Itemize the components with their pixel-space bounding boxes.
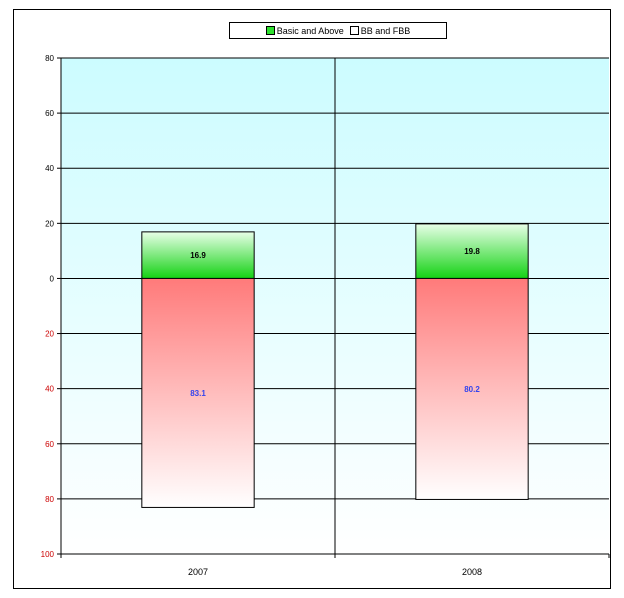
legend-label-bb-and-fbb: BB and FBB	[360, 25, 411, 36]
y-tick-label: 20	[45, 330, 54, 339]
bar-basic-and-above	[415, 223, 529, 279]
data-label: 83.1	[190, 389, 206, 398]
x-tick-label: 2008	[462, 567, 482, 577]
y-tick-label: 80	[45, 495, 54, 504]
legend-label-basic-and-above: Basic and Above	[276, 25, 344, 36]
y-tick-label: 0	[50, 274, 55, 283]
y-tick-label: 80	[45, 54, 54, 63]
y-tick-label: 60	[45, 440, 54, 449]
y-tick-label: 60	[45, 109, 54, 118]
bar-bb-and-fbb	[415, 277, 529, 500]
data-label: 19.8	[464, 247, 480, 256]
legend-swatch-bb-and-fbb	[349, 26, 359, 35]
legend-item-bb-and-fbb: BB and FBB	[349, 25, 411, 36]
legend-swatch-basic-and-above	[265, 26, 275, 35]
x-tick-label: 2007	[188, 567, 208, 577]
y-tick-label: 40	[45, 385, 54, 394]
legend-item-basic-and-above: Basic and Above	[265, 25, 344, 36]
legend: Basic and Above BB and FBB	[229, 22, 447, 39]
data-label: 16.9	[190, 251, 206, 260]
bar-basic-and-above	[141, 231, 255, 279]
data-label: 80.2	[464, 385, 480, 394]
y-tick-label: 100	[41, 550, 55, 559]
bar-bb-and-fbb	[141, 277, 255, 508]
y-tick-label: 20	[45, 219, 54, 228]
y-tick-label: 40	[45, 164, 54, 173]
